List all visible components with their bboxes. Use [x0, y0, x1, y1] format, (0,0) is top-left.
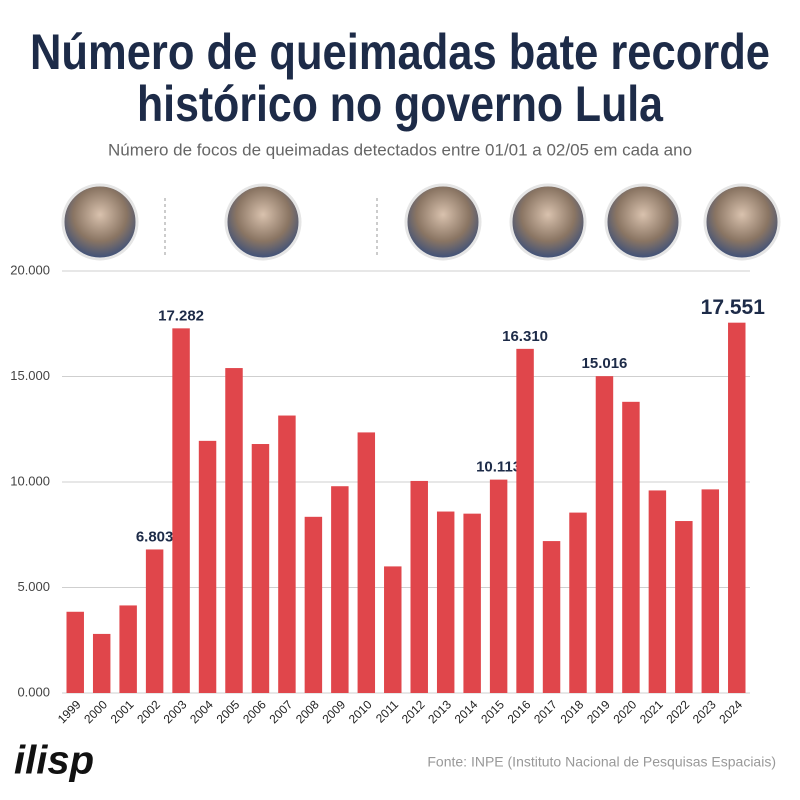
- x-tick-label: 2013: [425, 697, 454, 726]
- value-label: 17.551: [701, 296, 766, 319]
- title-line: histórico no governo Lula: [137, 76, 664, 132]
- subtitle: Número de focos de queimadas detectados …: [108, 140, 692, 159]
- bar: [410, 480, 428, 693]
- x-tick-label: 2004: [187, 697, 216, 726]
- title-line: Número de queimadas bate recorde: [30, 24, 770, 80]
- bar: [675, 521, 693, 693]
- x-tick-label: 2001: [108, 697, 137, 726]
- x-tick-label: 2020: [611, 697, 640, 726]
- x-tick-label: 2023: [690, 697, 719, 726]
- x-tick-label: 2003: [161, 697, 190, 726]
- x-tick-label: 2006: [240, 697, 269, 726]
- value-label: 17.282: [158, 307, 204, 324]
- x-tick-label: 2010: [346, 697, 375, 726]
- x-tick-label: 2012: [399, 697, 428, 726]
- bar: [92, 633, 111, 693]
- x-tick-label: 2017: [531, 697, 560, 726]
- x-tick-label: 2011: [373, 697, 401, 725]
- bar: [304, 516, 323, 693]
- x-tick-label: 2002: [134, 697, 163, 726]
- portrait: [703, 183, 781, 261]
- bar: [622, 401, 640, 693]
- source: Fonte: INPE (Instituto Nacional de Pesqu…: [427, 754, 776, 770]
- x-tick-label: 2008: [293, 697, 322, 726]
- bar: [728, 322, 746, 693]
- x-tick-label: 1999: [55, 697, 84, 726]
- bar: [172, 328, 190, 693]
- bar: [648, 490, 667, 693]
- x-tick-label: 2015: [478, 697, 507, 726]
- y-tick-label: 15.000: [10, 368, 50, 383]
- portrait: [404, 183, 482, 261]
- bar: [251, 444, 270, 693]
- value-label: 10.113: [476, 459, 521, 476]
- x-tick-label: 2014: [452, 697, 481, 726]
- bar: [145, 549, 164, 693]
- portrait: [224, 183, 302, 261]
- x-tick-label: 2018: [558, 697, 587, 726]
- y-tick-label: 10.000: [10, 473, 50, 488]
- value-label: 15.016: [582, 355, 628, 372]
- portrait: [509, 183, 587, 261]
- x-tick-label: 2009: [319, 697, 348, 726]
- bar: [278, 415, 296, 693]
- portrait: [604, 183, 682, 261]
- bar: [542, 541, 561, 693]
- x-tick-label: 2021: [637, 697, 666, 726]
- bar: [119, 605, 137, 693]
- y-tick-label: 5.000: [17, 579, 50, 594]
- x-tick-label: 2024: [716, 697, 745, 726]
- bar: [701, 489, 720, 693]
- bar: [463, 513, 481, 693]
- bar: [489, 479, 508, 693]
- bar: [198, 440, 217, 693]
- plot: 0.000 5.000 10.000 15.000 20.000 199920002001…: [10, 262, 765, 726]
- value-label: 6.803: [136, 528, 174, 545]
- x-tick-label: 2000: [81, 697, 110, 726]
- x-tick-label: 2016: [505, 697, 534, 726]
- bar: [436, 511, 455, 693]
- bar: [331, 486, 349, 693]
- x-tick-label: 2007: [267, 697, 296, 726]
- x-tick-label: 2022: [663, 697, 692, 726]
- portraits: [61, 183, 781, 261]
- bar: [384, 566, 402, 693]
- bar: [516, 348, 534, 693]
- y-tick-label: 20.000: [10, 262, 50, 277]
- y-tick-label: 0.000: [17, 684, 50, 699]
- bar: [357, 432, 376, 693]
- x-tick-label: 2005: [214, 697, 243, 726]
- bar: [225, 368, 243, 693]
- bar: [595, 376, 614, 693]
- portrait: [61, 183, 139, 261]
- value-label: 16.310: [502, 328, 548, 345]
- logo: ilisp: [14, 739, 94, 783]
- x-tick-label: 2019: [584, 697, 613, 726]
- bar: [66, 611, 84, 693]
- bar: [569, 512, 587, 693]
